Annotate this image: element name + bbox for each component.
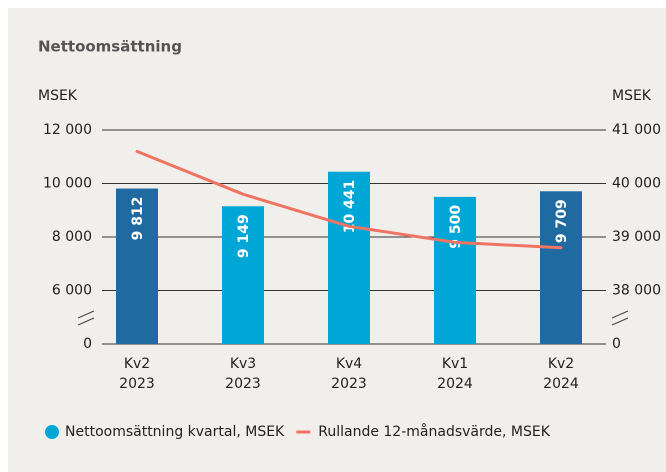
x-tick-label: Kv1 2024: [437, 356, 473, 392]
data-label: 9 149: [236, 214, 252, 258]
y-tick-label: 0: [83, 336, 92, 352]
axis-break: [77, 310, 629, 326]
legend-label: Nettoomsättning kvartal, MSEK: [65, 424, 285, 440]
chart-title: Nettoomsättning: [38, 38, 182, 56]
y-axis-label: MSEK: [38, 88, 78, 104]
data-label: 9 709: [554, 199, 570, 243]
legend-swatch: [45, 425, 59, 439]
break-mark: [611, 317, 629, 326]
bar: [434, 196, 476, 344]
bar: [116, 188, 158, 344]
x-tick-label: Kv3 2023: [225, 356, 261, 392]
y2-axis-label: MSEK: [612, 88, 652, 104]
break-mark: [611, 310, 629, 319]
break-mark: [77, 317, 95, 326]
y-tick-label: 12 000: [43, 122, 92, 138]
y2-tick-label: 40 000: [612, 176, 661, 192]
y2-tick-label: 0: [612, 336, 621, 352]
bar: [540, 191, 582, 344]
line: [135, 149, 563, 250]
y2-tick-label: 41 000: [612, 122, 661, 138]
break-mark: [77, 310, 95, 319]
y-tick-label: 6 000: [52, 283, 92, 299]
x-tick-label: Kv2 2023: [119, 356, 155, 392]
data-label: 9 500: [448, 205, 464, 249]
y2-tick-label: 39 000: [612, 229, 661, 245]
y-tick-label: 10 000: [43, 176, 92, 192]
bar: [328, 171, 370, 344]
bar: [222, 206, 264, 344]
x-tick-label: Kv2 2024: [543, 356, 579, 392]
legend-label: Rullande 12-månadsvärde, MSEK: [318, 423, 550, 440]
data-label: 9 812: [130, 197, 146, 241]
x-tick-label: Kv4 2023: [331, 356, 367, 392]
data-label: 10 441: [342, 180, 358, 234]
y-tick-label: 8 000: [52, 229, 92, 245]
y2-tick-label: 38 000: [612, 283, 661, 299]
